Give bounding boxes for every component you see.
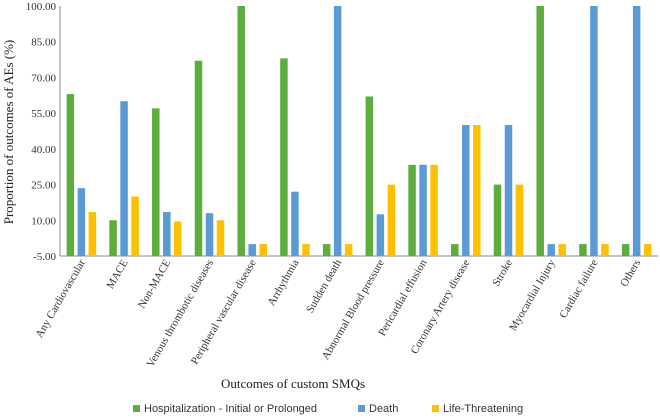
bar [462,125,470,256]
y-axis-title: Proportion of outcomes of AEs (%) [1,40,16,225]
legend: Hospitalization - Initial or Prolonged De… [133,403,523,415]
bar [504,125,513,256]
category-label: Non-MACE [136,257,174,310]
legend-swatch [358,405,365,412]
y-tick-label: -5.00 [33,251,56,263]
y-tick-label: 40.00 [31,144,56,156]
bar [387,184,396,256]
bar [333,6,342,256]
y-tick-labels: -5.00 10.00 25.00 40.00 55.00 70.00 85.00 100.0… [26,1,57,263]
bar [131,196,139,256]
bar [376,214,385,256]
legend-label: Death [369,403,398,415]
bar [536,6,544,256]
legend-swatch [133,405,140,412]
axes [59,6,658,257]
bar [590,6,598,256]
bar [216,220,225,256]
bar [205,213,214,256]
bar [601,244,609,256]
category-label: Any Cardiovascular [33,257,88,340]
bar [493,184,502,256]
bar [579,244,587,256]
bar [152,108,160,256]
bar [259,244,267,256]
bar [430,164,438,256]
bar [66,94,75,256]
y-tick-label: 85.00 [31,37,56,49]
bar [621,244,630,256]
bar [419,164,427,256]
category-label: Cardiac failure [557,257,600,320]
y-tick-label: 10.00 [31,215,56,227]
bar [322,244,331,256]
bar [120,101,128,257]
category-label: Myocardial Injury [507,257,558,333]
legend-label: Hospitalization - Initial or Prolonged [144,403,317,415]
bar [643,244,652,256]
bar [194,60,203,257]
bars-layer [66,6,652,257]
bar [174,221,182,256]
y-tick-label: 100.00 [26,1,57,13]
bar [408,164,416,256]
bar [632,6,641,256]
bar [302,244,310,256]
category-label: Stroke [490,257,515,288]
y-tick-label: 25.00 [31,180,56,192]
bar [291,191,299,256]
category-label: MACE [104,257,130,291]
bar [77,188,86,256]
y-tick-label: 55.00 [31,108,56,120]
bar [237,6,245,256]
bar [109,220,117,256]
legend-swatch [432,405,439,412]
bar [547,244,555,256]
bar [248,244,256,256]
bar [280,58,288,256]
x-axis-title: Outcomes of custom SMQs [221,376,365,391]
bar [88,211,97,256]
bar [163,211,171,256]
bar [344,244,353,256]
y-tick-label: 70.00 [31,72,56,84]
legend-label: Life-Threatening [443,403,523,415]
bar [558,244,566,256]
category-label: Arrhythmia [265,257,301,308]
bar [473,125,481,256]
category-label: Sudden death [304,257,344,315]
bar [451,244,459,256]
bar [365,96,374,256]
category-label: Others [618,258,643,289]
bar [515,184,524,256]
